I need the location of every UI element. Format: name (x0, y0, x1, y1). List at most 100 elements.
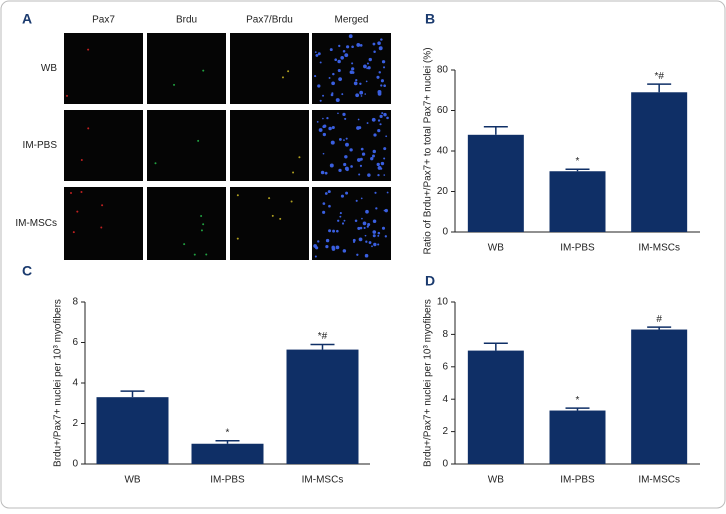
nucleus-dot (377, 41, 381, 46)
nucleus-dot (381, 60, 386, 64)
micrograph (230, 187, 309, 260)
nucleus-dot (371, 154, 375, 158)
nucleus-dot (367, 222, 371, 227)
micrograph (312, 187, 391, 260)
bar (549, 410, 606, 464)
nucleus-dot (340, 55, 344, 60)
panel-label: B (425, 11, 435, 27)
nucleus-dot (365, 80, 368, 83)
x-tick-label: WB (124, 475, 140, 486)
nucleus-dot (268, 197, 271, 200)
nucleus-dot (372, 42, 376, 46)
y-tick-label: 0 (72, 459, 78, 470)
bar (631, 92, 688, 233)
nucleus-dot (322, 152, 325, 155)
nucleus-dot (357, 226, 361, 230)
nucleus-dot (344, 117, 347, 121)
nucleus-dot (379, 114, 383, 119)
y-tick-label: 0 (442, 459, 448, 470)
panel-label: A (22, 11, 32, 27)
nucleus-dot (271, 214, 274, 217)
row-label: WB (41, 63, 57, 74)
nucleus-dot (373, 242, 377, 247)
nucleus-dot (349, 148, 353, 152)
nucleus-dot (383, 66, 386, 69)
nucleus-dot (344, 53, 349, 58)
nucleus-dot (80, 158, 83, 161)
nucleus-dot (317, 240, 320, 243)
nucleus-dot (331, 81, 335, 86)
nucleus-dot (80, 190, 83, 193)
nucleus-dot (355, 93, 360, 98)
nucleus-dot (322, 202, 326, 205)
y-tick-label: 4 (72, 378, 78, 389)
nucleus-dot (330, 140, 335, 145)
error-bar (120, 390, 145, 398)
nucleus-dot (325, 238, 330, 243)
nucleus-dot (359, 90, 364, 95)
nucleus-dot (383, 147, 387, 151)
nucleus-dot (329, 48, 333, 52)
nucleus-dot (368, 57, 372, 62)
nucleus-dot (383, 174, 386, 176)
nucleus-dot (359, 164, 363, 167)
nucleus-dot (362, 221, 367, 226)
error-bar (565, 168, 590, 172)
nucleus-dot (66, 94, 69, 97)
nucleus-dot (316, 120, 319, 123)
nucleus-dot (378, 46, 383, 51)
nucleus-dot (367, 173, 371, 177)
y-tick-label: 8 (72, 297, 78, 308)
nucleus-dot (356, 158, 361, 162)
nucleus-dot (334, 58, 338, 61)
nucleus-dot (341, 93, 344, 96)
nucleus-dot (200, 214, 203, 217)
nucleus-dot (383, 157, 386, 160)
x-tick-label: WB (488, 475, 504, 486)
column-header: Brdu (176, 15, 197, 26)
nucleus-dot (372, 230, 377, 234)
error-bar (483, 125, 508, 135)
nucleus-dot (373, 50, 376, 53)
row-label: IM-PBS (23, 140, 58, 151)
nucleus-dot (324, 171, 328, 175)
nucleus-dot (371, 117, 376, 122)
y-tick-label: 2 (72, 418, 78, 429)
nucleus-dot (365, 240, 368, 243)
nucleus-dot (377, 174, 380, 177)
significance-mark: * (576, 395, 580, 406)
nucleus-dot (371, 245, 373, 248)
y-tick-label: 6 (442, 361, 448, 372)
nucleus-dot (339, 212, 342, 215)
nucleus-dot (377, 89, 382, 94)
nucleus-dot (340, 194, 344, 198)
nucleus-dot (361, 217, 363, 220)
nucleus-dot (361, 152, 366, 156)
nucleus-dot (377, 128, 381, 133)
nucleus-dot (378, 71, 381, 74)
nucleus-dot (317, 84, 321, 88)
nucleus-dot (384, 235, 387, 238)
nucleus-dot (386, 191, 389, 194)
nucleus-dot (366, 225, 369, 228)
nucleus-dot (344, 155, 348, 159)
nucleus-dot (360, 147, 364, 151)
error-bar (483, 342, 508, 351)
nucleus-dot (328, 204, 331, 208)
nucleus-dot (337, 59, 341, 64)
nucleus-dot (183, 243, 186, 246)
nucleus-dot (336, 229, 339, 233)
micrograph (64, 33, 143, 104)
significance-mark: * (226, 427, 230, 438)
nucleus-dot (376, 75, 380, 79)
nucleus-dot (364, 93, 367, 95)
nucleus-dot (319, 61, 322, 64)
micrograph (147, 187, 226, 260)
y-axis-label: Brdu+/Pax7+ nuclei per 10³ myofibers (53, 299, 64, 467)
y-tick-label: 20 (437, 186, 449, 197)
nucleus-dot (341, 222, 345, 225)
column-header: Pax7/Brdu (246, 15, 293, 26)
nucleus-dot (290, 200, 293, 203)
nucleus-dot (328, 76, 331, 79)
nucleus-dot (326, 116, 329, 120)
